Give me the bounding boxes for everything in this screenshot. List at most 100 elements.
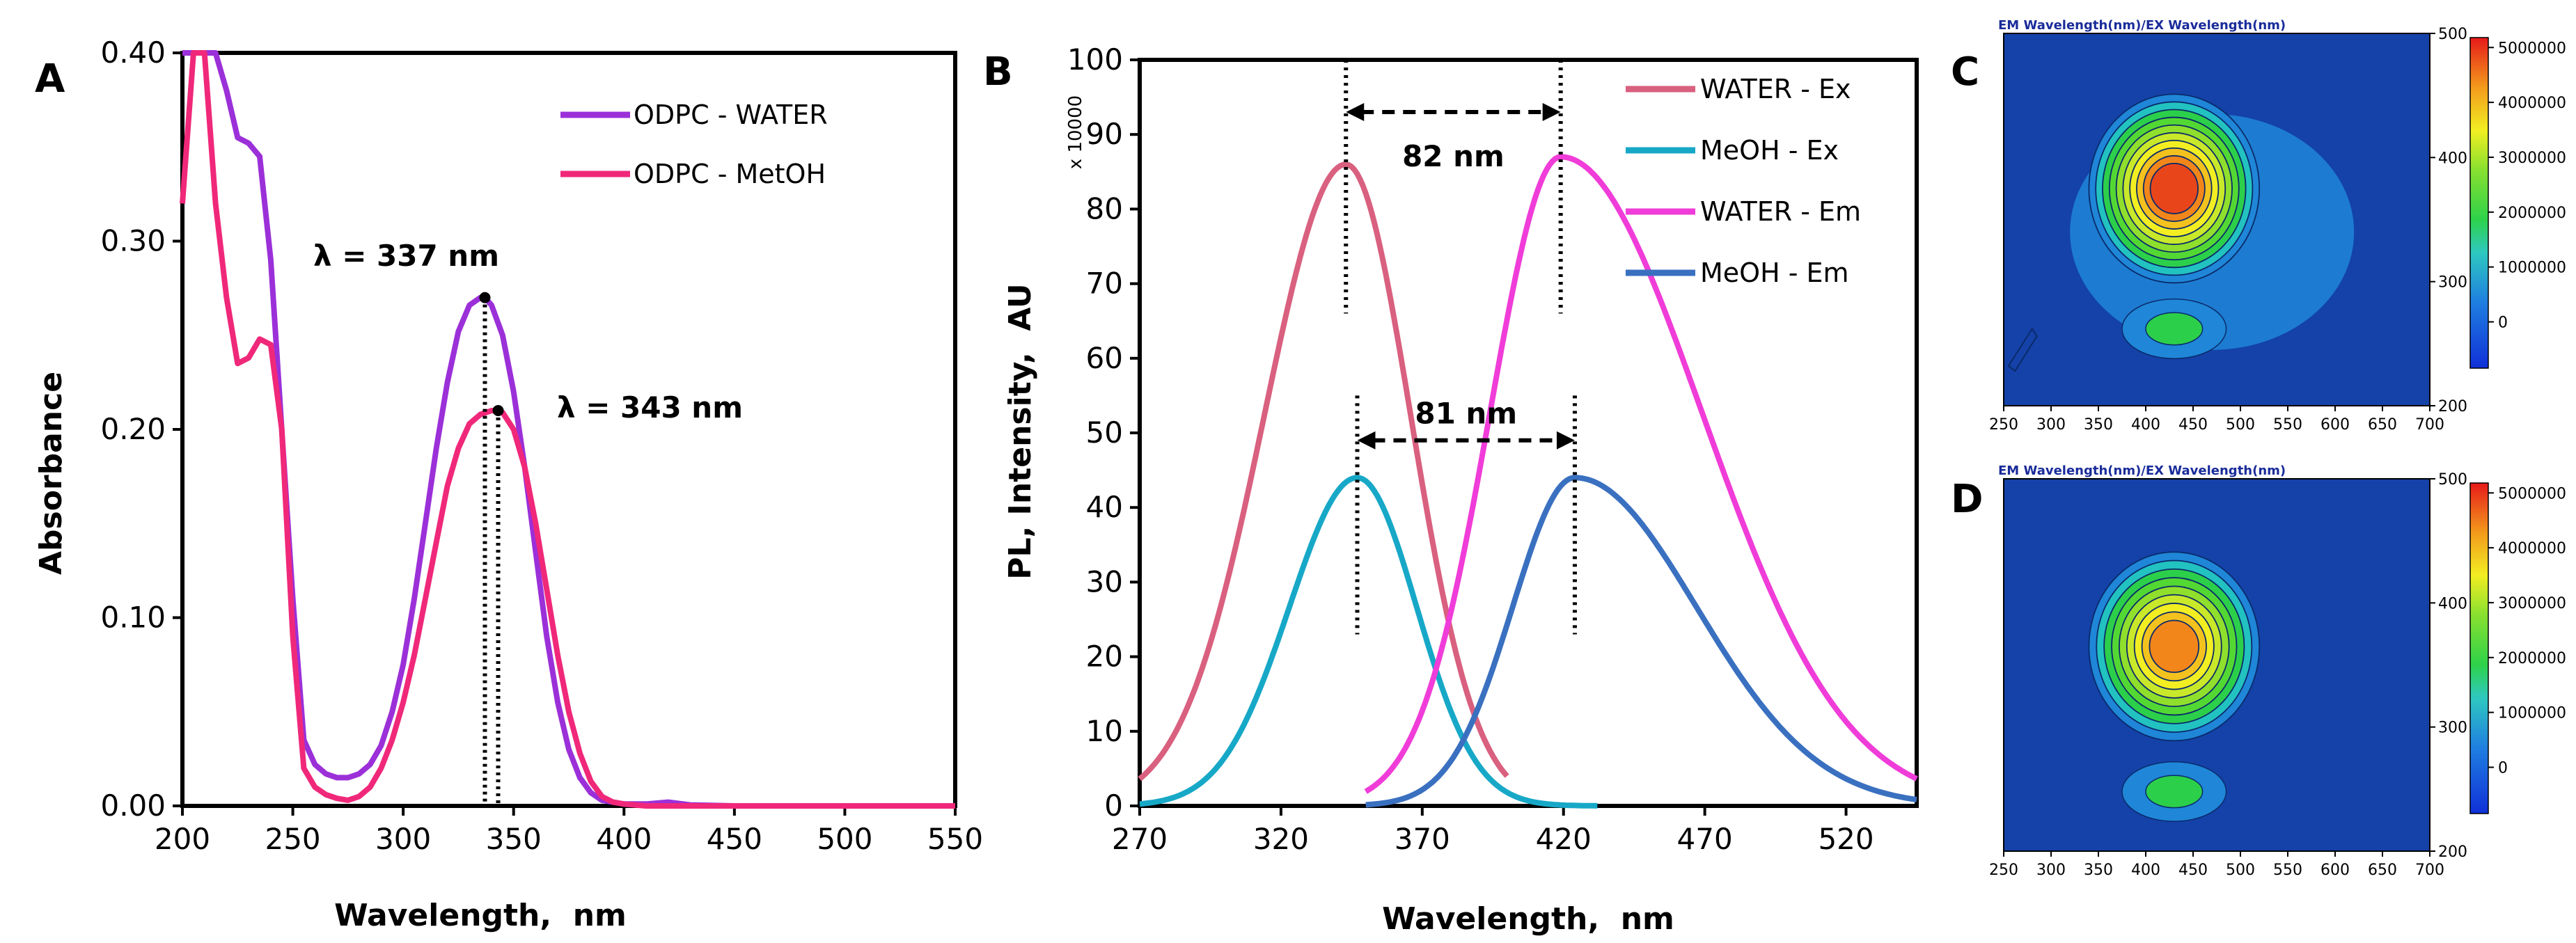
- colorbar-tick-label: 4000000: [2498, 540, 2566, 557]
- colorbar-tick-label: 5000000: [2498, 485, 2566, 502]
- panel-d-label: D: [1951, 477, 1983, 522]
- series-line-water-ex: [1138, 161, 1509, 782]
- series-line-odpc-metoh: [180, 50, 955, 809]
- x-tick-label: 370: [1395, 822, 1450, 856]
- x-tick-label: 500: [817, 822, 872, 856]
- legend-label-water-em: WATER - Em: [1700, 196, 1861, 227]
- y-tick-label: 0.20: [100, 412, 166, 446]
- x-tick-label: 550: [2273, 416, 2302, 434]
- x-tick-label: 270: [1112, 822, 1168, 856]
- panel-b-scale-label: x 10000: [1065, 95, 1086, 169]
- colorbar-tick-label: 0: [2498, 760, 2508, 777]
- x-tick-label: 520: [1818, 822, 1874, 856]
- panel-b-legend: WATER - Ex MeOH - Ex WATER - Em MeOH - Em: [1626, 74, 1861, 288]
- y-tick-label: 400: [2438, 150, 2467, 167]
- y-tick-label: 60: [1086, 341, 1123, 375]
- colorbar: [2469, 37, 2489, 369]
- x-tick-label: 250: [1989, 862, 2018, 879]
- panel-b-ylabel: PL, Intensity, AU: [1003, 283, 1038, 580]
- x-tick-label: 300: [2036, 416, 2066, 434]
- panel-a: A 200 250 300 350 400 450 500 550 0.00 0.10 0.20 0.…: [33, 35, 983, 933]
- y-tick-label: 30: [1086, 564, 1123, 599]
- y-tick-label: 300: [2438, 720, 2467, 737]
- colorbar: [2469, 482, 2489, 814]
- x-tick-label: 350: [486, 822, 542, 856]
- peak-gap-label: 81 nm: [1415, 397, 1517, 431]
- y-tick-label: 200: [2438, 843, 2467, 861]
- x-tick-label: 650: [2368, 862, 2397, 879]
- heatmap-secondary-core: [2145, 312, 2204, 346]
- x-tick-label: 600: [2320, 416, 2350, 434]
- colorbar-tick-label: 3000000: [2498, 150, 2566, 167]
- series-line-meoh-em: [1365, 475, 1917, 808]
- heatmap-frame: [2003, 478, 2430, 852]
- x-tick-label: 420: [1536, 822, 1592, 856]
- y-tick-label: 500: [2438, 26, 2467, 43]
- x-tick-label: 320: [1253, 822, 1309, 856]
- x-tick-label: 400: [2131, 416, 2160, 434]
- y-tick-label: 90: [1086, 117, 1123, 151]
- x-tick-label: 450: [2178, 416, 2208, 434]
- y-tick-label: 80: [1086, 191, 1123, 225]
- x-tick-label: 500: [2226, 416, 2255, 434]
- panel-a-ticks: 200 250 300 350 400 450 500 550 0.00 0.10 0.20 0.30…: [100, 35, 983, 856]
- y-tick-label: 0.10: [100, 601, 166, 635]
- panel-a-annotation-343: λ = 343 nm: [557, 390, 743, 425]
- series-line-odpc-water: [182, 50, 955, 809]
- peak-marker-dot: [492, 404, 504, 416]
- heatmap-contour-artifact: [2007, 327, 2038, 372]
- arrow-head-left: [1346, 103, 1365, 122]
- x-tick-label: 400: [2131, 862, 2160, 879]
- x-tick-label: 350: [2084, 416, 2113, 434]
- x-tick-label: 450: [2178, 862, 2208, 879]
- x-tick-label: 470: [1677, 822, 1733, 856]
- x-tick-label: 350: [2084, 862, 2113, 879]
- colorbar-tick-label: 1000000: [2498, 705, 2566, 722]
- heatmap-contour-level: [2149, 619, 2200, 673]
- x-tick-label: 200: [155, 822, 210, 856]
- x-tick-label: 300: [2036, 862, 2066, 879]
- legend-label-odpc-metoh: ODPC - MetOH: [634, 159, 826, 189]
- x-tick-label: 700: [2415, 862, 2444, 879]
- panel-c: C EM Wavelength(nm)/EX Wavelength(nm) 25…: [1951, 18, 2566, 434]
- y-tick-label: 70: [1086, 267, 1123, 301]
- panel-c-label: C: [1951, 49, 1979, 95]
- series-line-water-em: [1364, 154, 1918, 794]
- y-tick-label: 10: [1086, 714, 1123, 748]
- y-tick-label: 0: [1104, 789, 1123, 823]
- panel-d-title: EM Wavelength(nm)/EX Wavelength(nm): [1998, 463, 2286, 478]
- peak-marker-dot: [479, 292, 491, 303]
- x-tick-label: 600: [2320, 862, 2350, 879]
- arrow-head-right: [1556, 431, 1575, 450]
- x-tick-label: 400: [596, 822, 652, 856]
- heatmap-secondary-core: [2145, 775, 2204, 809]
- panel-a-annotation-337: λ = 337 nm: [313, 239, 499, 273]
- colorbar-tick-label: 2000000: [2498, 205, 2566, 222]
- y-tick-label: 300: [2438, 274, 2467, 292]
- colorbar-tick-label: 0: [2498, 315, 2508, 332]
- x-tick-label: 250: [1989, 416, 2018, 434]
- colorbar-tick-label: 4000000: [2498, 95, 2566, 112]
- panel-a-legend: ODPC - WATER ODPC - MetOH: [560, 100, 828, 189]
- peak-gap-label: 82 nm: [1402, 139, 1505, 173]
- legend-label-meoh-ex: MeOH - Ex: [1700, 135, 1839, 166]
- colorbar-tick-label: 2000000: [2498, 650, 2566, 667]
- y-tick-label: 0.00: [100, 789, 166, 823]
- heatmap-frame: [2003, 33, 2430, 406]
- panel-b-label: B: [983, 49, 1013, 95]
- y-tick-label: 200: [2438, 398, 2467, 415]
- x-tick-label: 650: [2368, 416, 2397, 434]
- series-line-meoh-ex: [1139, 475, 1598, 809]
- x-tick-label: 250: [265, 822, 320, 856]
- panel-b-ticks: 270 320 370 420 470 520 0 10 20 30 40 50 60 70 80 90 100: [1067, 42, 1874, 856]
- panel-b-lines: [1138, 154, 1918, 809]
- legend-label-water-ex: WATER - Ex: [1700, 74, 1851, 104]
- panel-b-xlabel: Wavelength, nm: [1382, 901, 1674, 937]
- x-tick-label: 450: [707, 822, 762, 856]
- y-tick-label: 0.30: [100, 224, 166, 258]
- heatmap-contour-level: [2149, 162, 2199, 214]
- panel-b-annotations: 82 nm 81 nm: [1344, 60, 1577, 635]
